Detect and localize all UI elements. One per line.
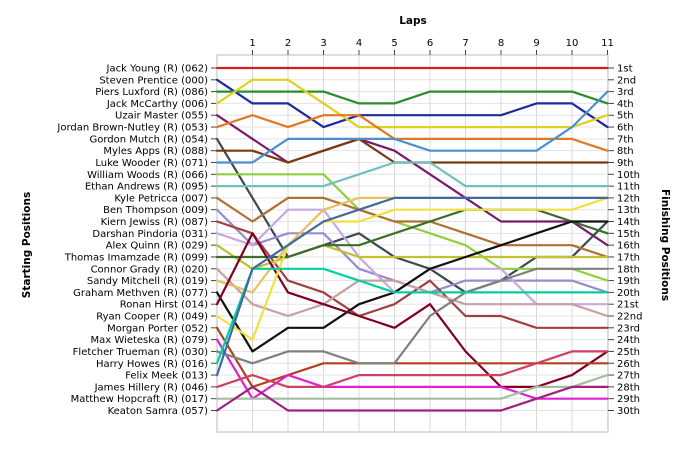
finishing-position-label: 21st	[617, 300, 639, 311]
finishing-position-label: 29th	[617, 394, 640, 405]
starting-position-label: Jack McCarthy (006)	[106, 99, 208, 110]
series-line-29	[215, 374, 609, 400]
series-line-4	[215, 78, 609, 129]
starting-position-label: Fletcher Trueman (R) (030)	[73, 347, 208, 358]
finishing-position-label: 3rd	[617, 87, 634, 98]
finishing-position-label: 22nd	[617, 312, 642, 323]
starting-position-label: Keaton Samra (057)	[108, 406, 209, 417]
series-line-6	[215, 114, 609, 152]
starting-position-label: Kyle Petricca (007)	[114, 193, 208, 204]
starting-position-label: Darshan Pindoria (031)	[92, 229, 208, 240]
labels-layer: 1 2 3 4 5 6 7 8 9 10 11 Jack Young (R) (062) 1st Stev…	[56, 38, 642, 417]
x-tick-label: 3	[320, 38, 326, 49]
finishing-position-label: 25th	[617, 347, 640, 358]
starting-position-label: Luke Wooder (R) (071)	[95, 158, 208, 169]
series-line-25	[215, 267, 609, 365]
finishing-position-label: 30th	[617, 406, 640, 417]
starting-position-label: Uzair Master (055)	[115, 111, 208, 122]
starting-position-label: Sandy Mitchell (R) (019)	[87, 276, 208, 287]
x-tick-label: 11	[601, 38, 614, 49]
starting-position-label: Felix Meek (013)	[125, 371, 208, 382]
series-line-2	[215, 78, 609, 129]
finishing-position-label: 8th	[617, 146, 634, 157]
starting-position-label: Jack Young (R) (062)	[106, 64, 209, 75]
series-line-12	[215, 196, 609, 259]
finishing-position-label: 18th	[617, 264, 640, 275]
series-layer	[215, 66, 609, 412]
starting-position-label: William Woods (R) (066)	[87, 170, 208, 181]
starting-position-label: Gordon Mutch (R) (054)	[89, 134, 208, 145]
finishing-position-label: 23rd	[617, 323, 640, 334]
finishing-position-label: 4th	[617, 99, 634, 110]
finishing-position-label: 19th	[617, 276, 640, 287]
series-line-28	[215, 350, 609, 388]
finishing-position-label: 24th	[617, 335, 640, 346]
x-tick-label: 4	[356, 38, 362, 49]
x-tick-label: 10	[566, 38, 579, 49]
starting-position-label: Ronan Hirst (014)	[120, 300, 208, 311]
series-line-27	[215, 196, 609, 377]
series-line-24	[215, 338, 609, 400]
finishing-position-label: 11th	[617, 182, 640, 193]
series-line-30	[215, 385, 609, 412]
series-line-21	[215, 232, 609, 388]
series-line-3	[215, 90, 609, 105]
chart-title: Laps	[399, 15, 427, 27]
starting-position-label: Harry Howes (R) (016)	[96, 359, 208, 370]
finishing-position-label: 17th	[617, 252, 640, 263]
x-tick-label: 5	[391, 38, 397, 49]
finishing-position-label: 6th	[617, 123, 634, 134]
x-tick-label: 6	[427, 38, 433, 49]
finishing-position-label: 26th	[617, 359, 640, 370]
starting-position-label: Graham Methven (R) (077)	[73, 288, 208, 299]
y-axis-label-right: Finishing Positions	[659, 189, 671, 301]
starting-position-label: Kiern Jewiss (R) (087)	[101, 217, 209, 228]
finishing-position-label: 27th	[617, 371, 640, 382]
starting-position-label: Alex Quinn (R) (029)	[106, 241, 208, 252]
finishing-position-label: 7th	[617, 134, 634, 145]
finishing-position-label: 5th	[617, 111, 634, 122]
finishing-position-label: 16th	[617, 241, 640, 252]
starting-position-label: Myles Apps (R) (088)	[103, 146, 208, 157]
finishing-position-label: 20th	[617, 288, 640, 299]
finishing-position-label: 15th	[617, 229, 640, 240]
starting-position-label: Jordan Brown-Nutley (R) (053)	[56, 123, 208, 134]
starting-position-label: Ethan Andrews (R) (095)	[85, 182, 208, 193]
series-line-26	[215, 267, 609, 365]
finishing-position-label: 12th	[617, 193, 640, 204]
starting-position-label: Ben Thompson (009)	[103, 205, 208, 216]
finishing-position-label: 13th	[617, 205, 640, 216]
finishing-position-label: 2nd	[617, 75, 636, 86]
starting-position-label: Ryan Cooper (R) (049)	[96, 312, 208, 323]
starting-position-label: Morgan Porter (052)	[107, 323, 208, 334]
series-line-11	[215, 161, 609, 188]
y-axis-label-left: Starting Positions	[21, 192, 33, 298]
series-line-18	[215, 267, 609, 318]
series-line-23	[215, 326, 609, 388]
x-tick-label: 2	[285, 38, 291, 49]
series-line-9	[215, 90, 609, 164]
starting-position-label: Max Wieteska (R) (079)	[91, 335, 209, 346]
finishing-position-label: 1st	[617, 64, 633, 75]
finishing-position-label: 14th	[617, 217, 640, 228]
x-tick-label: 7	[462, 38, 468, 49]
finishing-position-label: 28th	[617, 382, 640, 393]
starting-position-label: Connor Grady (R) (020)	[91, 264, 209, 275]
finishing-position-label: 9th	[617, 158, 634, 169]
series-line-20	[215, 220, 609, 353]
plot-frame	[216, 54, 609, 433]
series-line-22	[215, 196, 609, 341]
starting-position-label: Matthew Hopcraft (R) (017)	[71, 394, 209, 405]
series-line-17	[215, 208, 609, 259]
finishing-position-label: 10th	[617, 170, 640, 181]
x-tick-label: 8	[498, 38, 504, 49]
starting-position-label: Steven Prentice (000)	[99, 75, 208, 86]
x-tick-label: 9	[533, 38, 539, 49]
starting-position-label: Piers Luxford (R) (086)	[95, 87, 208, 98]
starting-position-label: Thomas Imamzade (R) (099)	[64, 252, 208, 263]
starting-position-label: James Hillery (R) (046)	[94, 382, 208, 393]
x-tick-label: 1	[249, 38, 255, 49]
